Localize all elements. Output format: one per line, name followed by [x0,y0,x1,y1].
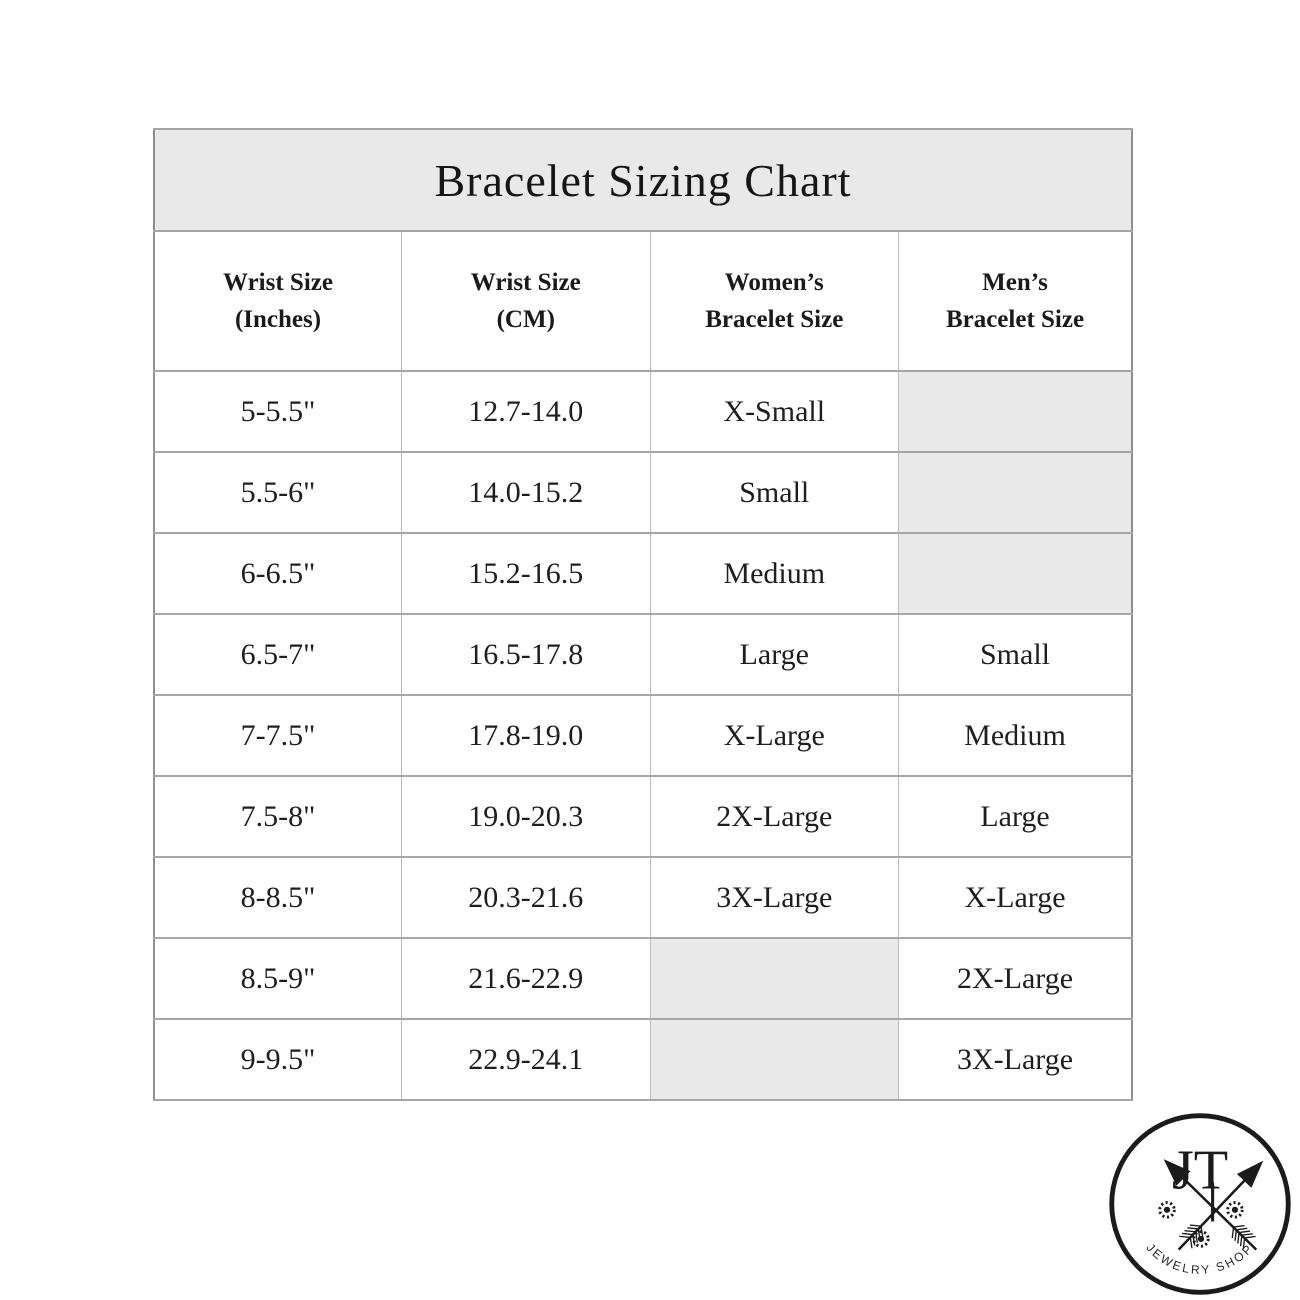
cell-womens-size: X-Small [649,370,899,453]
bracelet-sizing-table: Bracelet Sizing Chart Wrist Size (Inches… [153,128,1133,1101]
cell-wrist-inches: 7.5-8" [153,775,402,858]
cell-womens-size: Medium [649,532,899,615]
cell-wrist-inches: 9-9.5" [153,1018,402,1101]
jt-monogram-text: JT [1172,1139,1228,1201]
cell-wrist-cm: 22.9-24.1 [401,1018,651,1101]
table-title-row: Bracelet Sizing Chart [153,128,1133,232]
jewelry-shop-logo: JT JEWELRY SHOP [1109,1113,1291,1295]
cell-mens-size: 3X-Large [898,1018,1133,1101]
cell-womens-size: 2X-Large [649,775,899,858]
cell-wrist-cm: 21.6-22.9 [401,937,651,1020]
cell-mens-size: Large [898,775,1133,858]
cell-womens-size-empty [649,937,899,1020]
cell-wrist-cm: 16.5-17.8 [401,613,651,696]
cell-mens-size: Medium [898,694,1133,777]
table-row: 6-6.5" 15.2-16.5 Medium [153,532,1133,615]
cell-wrist-cm: 15.2-16.5 [401,532,651,615]
cell-mens-size: X-Large [898,856,1133,939]
table-row: 5.5-6" 14.0-15.2 Small [153,451,1133,534]
cell-mens-size-empty [898,451,1133,534]
cell-womens-size: 3X-Large [649,856,899,939]
table-title: Bracelet Sizing Chart [153,128,1133,232]
cell-wrist-cm: 14.0-15.2 [401,451,651,534]
crossed-arrows-icon [1163,1159,1264,1251]
cell-womens-size: Small [649,451,899,534]
table-header-row: Wrist Size (Inches) Wrist Size (CM) Wome… [153,230,1133,372]
table-row: 9-9.5" 22.9-24.1 3X-Large [153,1018,1133,1101]
table-row: 7.5-8" 19.0-20.3 2X-Large Large [153,775,1133,858]
cell-mens-size: 2X-Large [898,937,1133,1020]
table-row: 8-8.5" 20.3-21.6 3X-Large X-Large [153,856,1133,939]
cell-wrist-cm: 19.0-20.3 [401,775,651,858]
cell-mens-size-empty [898,532,1133,615]
column-header-wrist-cm: Wrist Size (CM) [401,230,651,372]
cell-wrist-inches: 6.5-7" [153,613,402,696]
cell-womens-size: Large [649,613,899,696]
table-row: 5-5.5" 12.7-14.0 X-Small [153,370,1133,453]
cell-wrist-cm: 12.7-14.0 [401,370,651,453]
column-header-womens-size: Women’s Bracelet Size [649,230,899,372]
cell-wrist-cm: 17.8-19.0 [401,694,651,777]
cell-mens-size: Small [898,613,1133,696]
cell-wrist-inches: 5.5-6" [153,451,402,534]
table-row: 8.5-9" 21.6-22.9 2X-Large [153,937,1133,1020]
column-header-mens-size: Men’s Bracelet Size [898,230,1133,372]
cell-wrist-cm: 20.3-21.6 [401,856,651,939]
cell-wrist-inches: 7-7.5" [153,694,402,777]
cell-womens-size-empty [649,1018,899,1101]
cell-wrist-inches: 8-8.5" [153,856,402,939]
table-row: 7-7.5" 17.8-19.0 X-Large Medium [153,694,1133,777]
column-header-wrist-inches: Wrist Size (Inches) [153,230,402,372]
table-row: 6.5-7" 16.5-17.8 Large Small [153,613,1133,696]
cell-wrist-inches: 5-5.5" [153,370,402,453]
cell-wrist-inches: 8.5-9" [153,937,402,1020]
cell-womens-size: X-Large [649,694,899,777]
cell-mens-size-empty [898,370,1133,453]
cell-wrist-inches: 6-6.5" [153,532,402,615]
